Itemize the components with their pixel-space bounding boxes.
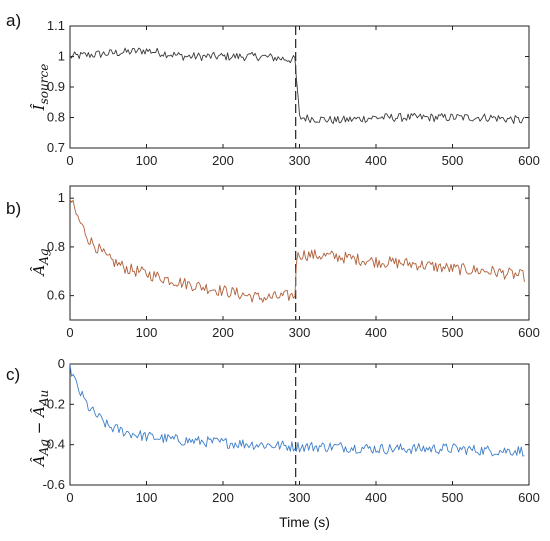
x-axis-label: Time (s) (279, 514, 330, 530)
panel-b: 0 100 200 300 400 500 600 0.6 0.8 1 b) ÂAg (6, 185, 540, 340)
x-tick-label: 600 (518, 153, 540, 168)
y-label-subscript: source (37, 64, 51, 105)
plot-frame (69, 363, 530, 486)
series-line (69, 363, 525, 457)
y-label-part: − Â (30, 406, 48, 439)
series-line (69, 199, 525, 303)
y-tick-label: 1.1 (47, 18, 65, 33)
y-tick-label: 1 (58, 49, 65, 64)
y-tick-label: 0.7 (47, 140, 65, 155)
panel-a: 0 100 200 300 400 500 600 0.7 0.8 0.9 1 1.1 a) Îsourc… (6, 11, 540, 168)
x-tick-label: 300 (289, 153, 311, 168)
x-tick-label: 600 (518, 325, 540, 340)
x-tick-label: 500 (442, 153, 464, 168)
y-tick-label: 1 (58, 190, 65, 205)
y-label-part: Î (30, 103, 48, 111)
x-tick-label: 500 (442, 325, 464, 340)
panel-label: c) (6, 365, 20, 384)
x-tick-label: 200 (212, 153, 234, 168)
x-tick-label: 0 (66, 153, 73, 168)
series-line (69, 47, 525, 125)
y-label-part: Â (30, 265, 48, 278)
y-tick-label: 0.9 (47, 79, 65, 94)
x-tick-label: 0 (66, 325, 73, 340)
panel-label: b) (6, 199, 21, 218)
x-tick-label: 400 (365, 325, 387, 340)
y-tick-label: 0.8 (47, 239, 65, 254)
x-tick-label: 500 (442, 490, 464, 505)
y-label-subscript: Au (37, 390, 51, 407)
panel-c: 0 100 200 300 400 500 600 0 -0.2 -0.4 -0.6 c) ÂAg − … (6, 356, 540, 530)
x-tick-label: 300 (289, 325, 311, 340)
plot-frame (69, 185, 530, 321)
y-tick-label: 0.6 (47, 288, 65, 303)
x-tick-label: 200 (212, 490, 234, 505)
x-tick-label: 100 (136, 153, 158, 168)
x-tick-label: 100 (136, 325, 158, 340)
y-tick-label: 0 (58, 356, 65, 371)
x-tick-label: 100 (136, 490, 158, 505)
x-tick-label: 400 (365, 490, 387, 505)
x-tick-label: 200 (212, 325, 234, 340)
y-tick-label: -0.4 (43, 437, 65, 452)
x-tick-label: 400 (365, 153, 387, 168)
x-tick-label: 300 (289, 490, 311, 505)
y-label-subscript: Ag (37, 248, 51, 266)
y-axis-label: Îsource (30, 64, 51, 112)
y-tick-label: -0.2 (43, 396, 65, 411)
y-tick-label: 0.8 (47, 110, 65, 125)
x-tick-label: 0 (66, 490, 73, 505)
y-axis-label: ÂAg − ÂAu (30, 390, 51, 469)
panel-label: a) (6, 11, 21, 30)
plot-frame (69, 25, 530, 149)
y-tick-label: -0.6 (43, 477, 65, 492)
y-label-subscript: Ag (37, 439, 51, 457)
x-tick-label: 600 (518, 490, 540, 505)
y-label-part: Â (30, 455, 48, 468)
y-axis-label: ÂAg (30, 248, 51, 278)
